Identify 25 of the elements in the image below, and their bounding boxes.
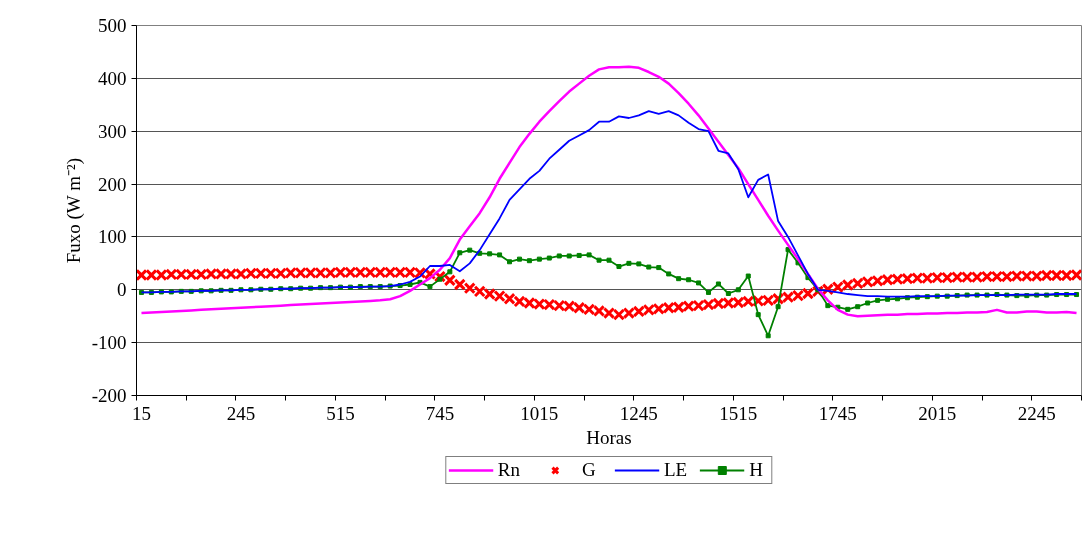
x-tick-label: 745 [425, 402, 455, 424]
x-axis-title: Horas [586, 426, 632, 448]
y-axis-title: Fuxo (W m⁻²) [62, 158, 85, 264]
y-tick-label: 100 [98, 226, 127, 248]
x-tick-label: 2015 [918, 402, 957, 424]
legend-label: H [749, 459, 764, 481]
x-tick-label: 2245 [1017, 402, 1056, 424]
y-tick-label: 400 [98, 67, 127, 89]
x-tick-label: 1015 [520, 402, 559, 424]
line-series [140, 65, 1078, 318]
y-tick-label: 200 [98, 173, 127, 195]
y-tick-label: -100 [91, 332, 127, 354]
x-tick-label: 15 [131, 402, 151, 424]
legend-label: Rn [497, 459, 520, 481]
legend-label: LE [663, 459, 688, 481]
x-tick-label: 1245 [619, 402, 658, 424]
x-tick-label: 1515 [719, 402, 758, 424]
x-tick-label: 1745 [818, 402, 857, 424]
y-tick-label: -200 [91, 385, 127, 406]
legend-label: G [581, 459, 597, 481]
x-tick-label: 245 [226, 402, 256, 424]
y-tick-label: 0 [117, 279, 127, 301]
y-tick-label: 300 [98, 120, 127, 142]
y-tick-label: 500 [98, 15, 127, 36]
x-tick-label: 515 [326, 402, 355, 424]
